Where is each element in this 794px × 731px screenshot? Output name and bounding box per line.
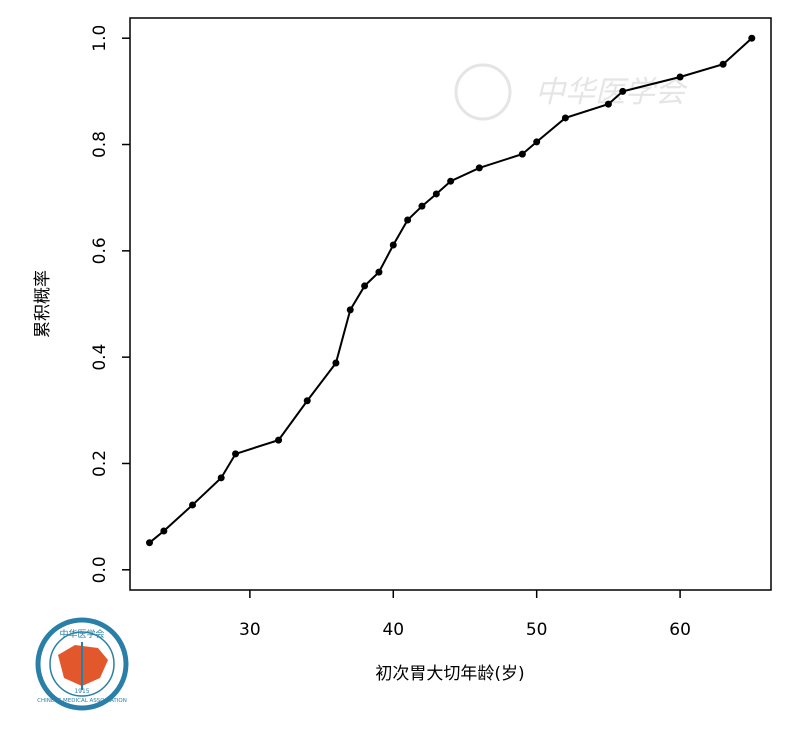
data-point <box>232 450 240 458</box>
data-point <box>303 397 311 405</box>
data-point <box>389 241 397 249</box>
x-tick-label: 50 <box>526 620 548 640</box>
y-tick-label: 1.0 <box>90 25 110 52</box>
data-point <box>619 87 627 95</box>
data-line <box>148 37 753 544</box>
y-tick-label: 0.6 <box>90 237 110 264</box>
data-point <box>518 150 526 158</box>
data-point <box>160 527 168 535</box>
plot-frame <box>129 17 772 591</box>
data-point <box>604 100 612 108</box>
data-point <box>418 202 426 210</box>
logo: 中华医学会 CHINESE MEDICAL ASSOCIATION 1915 <box>35 617 129 711</box>
y-tick-label: 0.2 <box>90 450 110 477</box>
logo-bottom-text: CHINESE MEDICAL ASSOCIATION <box>37 698 127 704</box>
logo-year: 1915 <box>74 688 89 695</box>
data-point <box>676 73 684 81</box>
y-tick-label: 0.4 <box>90 344 110 371</box>
data-point <box>146 539 154 547</box>
x-tick-label: 30 <box>239 620 261 640</box>
data-point <box>447 177 455 185</box>
y-tick-label: 0.0 <box>90 556 110 583</box>
data-point <box>561 114 569 122</box>
x-tick-label: 60 <box>669 620 691 640</box>
data-point <box>346 306 354 314</box>
data-point <box>275 436 283 444</box>
x-axis-label: 初次胃大切年龄(岁) <box>375 664 524 684</box>
data-point <box>189 501 197 509</box>
data-point <box>719 60 727 68</box>
data-point <box>475 164 483 172</box>
data-point <box>332 359 340 367</box>
data-point <box>533 138 541 146</box>
watermark: 中华医学会 <box>454 63 688 121</box>
data-point <box>375 268 383 276</box>
data-point <box>361 282 369 290</box>
data-point <box>217 474 225 482</box>
data-point <box>748 34 756 42</box>
data-point <box>404 216 412 224</box>
y-tick-label: 0.8 <box>90 131 110 158</box>
watermark-emblem <box>454 63 512 121</box>
x-tick-label: 40 <box>382 620 404 640</box>
y-axis-label: 累积概率 <box>33 270 53 338</box>
logo-top-text: 中华医学会 <box>59 628 104 640</box>
data-point <box>432 190 440 198</box>
